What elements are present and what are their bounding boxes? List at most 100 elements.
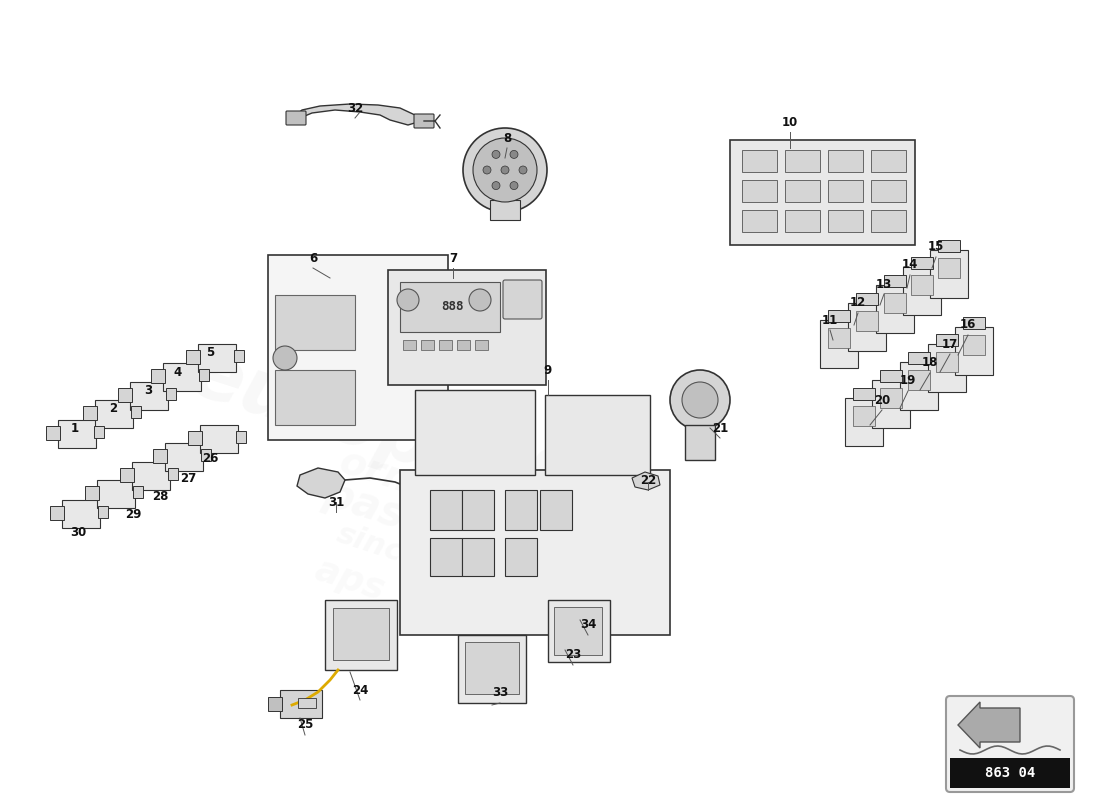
Text: 24: 24 <box>352 683 368 697</box>
Bar <box>928 344 966 392</box>
Text: 6: 6 <box>309 251 317 265</box>
Bar <box>439 340 452 350</box>
Bar <box>298 698 316 708</box>
Bar <box>458 635 526 703</box>
Bar <box>46 426 60 440</box>
Bar <box>166 388 176 400</box>
Bar <box>936 352 958 372</box>
Bar <box>58 420 96 448</box>
Circle shape <box>670 370 730 430</box>
Text: 27: 27 <box>180 471 196 485</box>
Bar <box>132 462 170 490</box>
FancyBboxPatch shape <box>414 114 435 128</box>
Bar <box>163 363 201 391</box>
Text: 888: 888 <box>441 301 463 314</box>
Bar <box>421 340 434 350</box>
Text: ormance: ormance <box>334 442 526 538</box>
Circle shape <box>510 182 518 190</box>
Bar <box>911 257 933 269</box>
Bar <box>884 275 906 287</box>
Bar <box>828 310 850 322</box>
Bar <box>871 150 906 172</box>
Bar <box>400 282 500 332</box>
Bar <box>544 395 650 475</box>
Polygon shape <box>958 702 1020 748</box>
Polygon shape <box>295 104 418 125</box>
Bar <box>188 431 202 445</box>
Text: 16: 16 <box>960 318 976 331</box>
Bar <box>903 267 940 315</box>
Bar <box>118 388 132 402</box>
Circle shape <box>492 182 500 190</box>
Bar <box>430 538 462 576</box>
Text: 29: 29 <box>124 509 141 522</box>
Bar <box>685 425 715 460</box>
Bar <box>828 328 850 348</box>
FancyBboxPatch shape <box>946 696 1074 792</box>
Bar <box>153 449 167 463</box>
Bar <box>880 388 902 408</box>
Bar <box>268 697 282 711</box>
Bar <box>938 258 960 278</box>
Circle shape <box>492 150 500 158</box>
Bar <box>82 406 97 420</box>
Text: 22: 22 <box>640 474 656 486</box>
Text: 23: 23 <box>565 649 581 662</box>
Bar <box>131 406 141 418</box>
Bar <box>130 382 168 410</box>
Bar <box>186 350 200 364</box>
Circle shape <box>473 138 537 202</box>
Text: 8: 8 <box>503 131 512 145</box>
Text: 26: 26 <box>201 451 218 465</box>
Circle shape <box>682 382 718 418</box>
Bar <box>400 470 670 635</box>
Bar <box>505 490 537 530</box>
Bar <box>908 352 930 364</box>
Text: 15: 15 <box>927 241 944 254</box>
Bar <box>828 150 864 172</box>
Bar <box>415 390 535 475</box>
Bar <box>324 600 397 670</box>
Circle shape <box>463 128 547 212</box>
Text: 863 04: 863 04 <box>984 766 1035 780</box>
Bar <box>490 200 520 220</box>
Bar <box>962 335 984 355</box>
Bar <box>456 340 470 350</box>
Bar <box>430 490 462 530</box>
Text: 9: 9 <box>543 363 552 377</box>
Bar <box>95 400 133 428</box>
Bar <box>785 150 820 172</box>
Bar <box>333 608 389 660</box>
Bar <box>742 210 777 232</box>
Circle shape <box>397 289 419 311</box>
Bar <box>199 369 209 381</box>
Circle shape <box>273 346 297 370</box>
Text: 1: 1 <box>70 422 79 434</box>
Text: 18: 18 <box>922 357 938 370</box>
Bar <box>848 303 886 351</box>
Bar <box>900 362 938 410</box>
Text: europerf: europerf <box>182 337 559 523</box>
Bar <box>97 480 135 508</box>
Bar <box>828 180 864 202</box>
Text: 3: 3 <box>144 383 152 397</box>
Bar <box>475 340 488 350</box>
Text: 28: 28 <box>152 490 168 503</box>
Text: 7: 7 <box>449 251 458 265</box>
FancyBboxPatch shape <box>503 280 542 319</box>
Text: 4: 4 <box>174 366 183 378</box>
Text: 12: 12 <box>850 297 866 310</box>
Polygon shape <box>632 472 660 490</box>
Bar <box>133 486 143 498</box>
Bar <box>950 758 1070 788</box>
Bar <box>554 607 602 655</box>
Bar <box>871 210 906 232</box>
Bar <box>548 600 610 662</box>
Text: 17: 17 <box>942 338 958 350</box>
Bar <box>852 388 874 400</box>
Text: aps: aps <box>310 553 389 607</box>
Bar <box>876 285 914 333</box>
Bar <box>168 468 178 480</box>
Bar <box>852 406 874 426</box>
Bar <box>908 370 930 390</box>
